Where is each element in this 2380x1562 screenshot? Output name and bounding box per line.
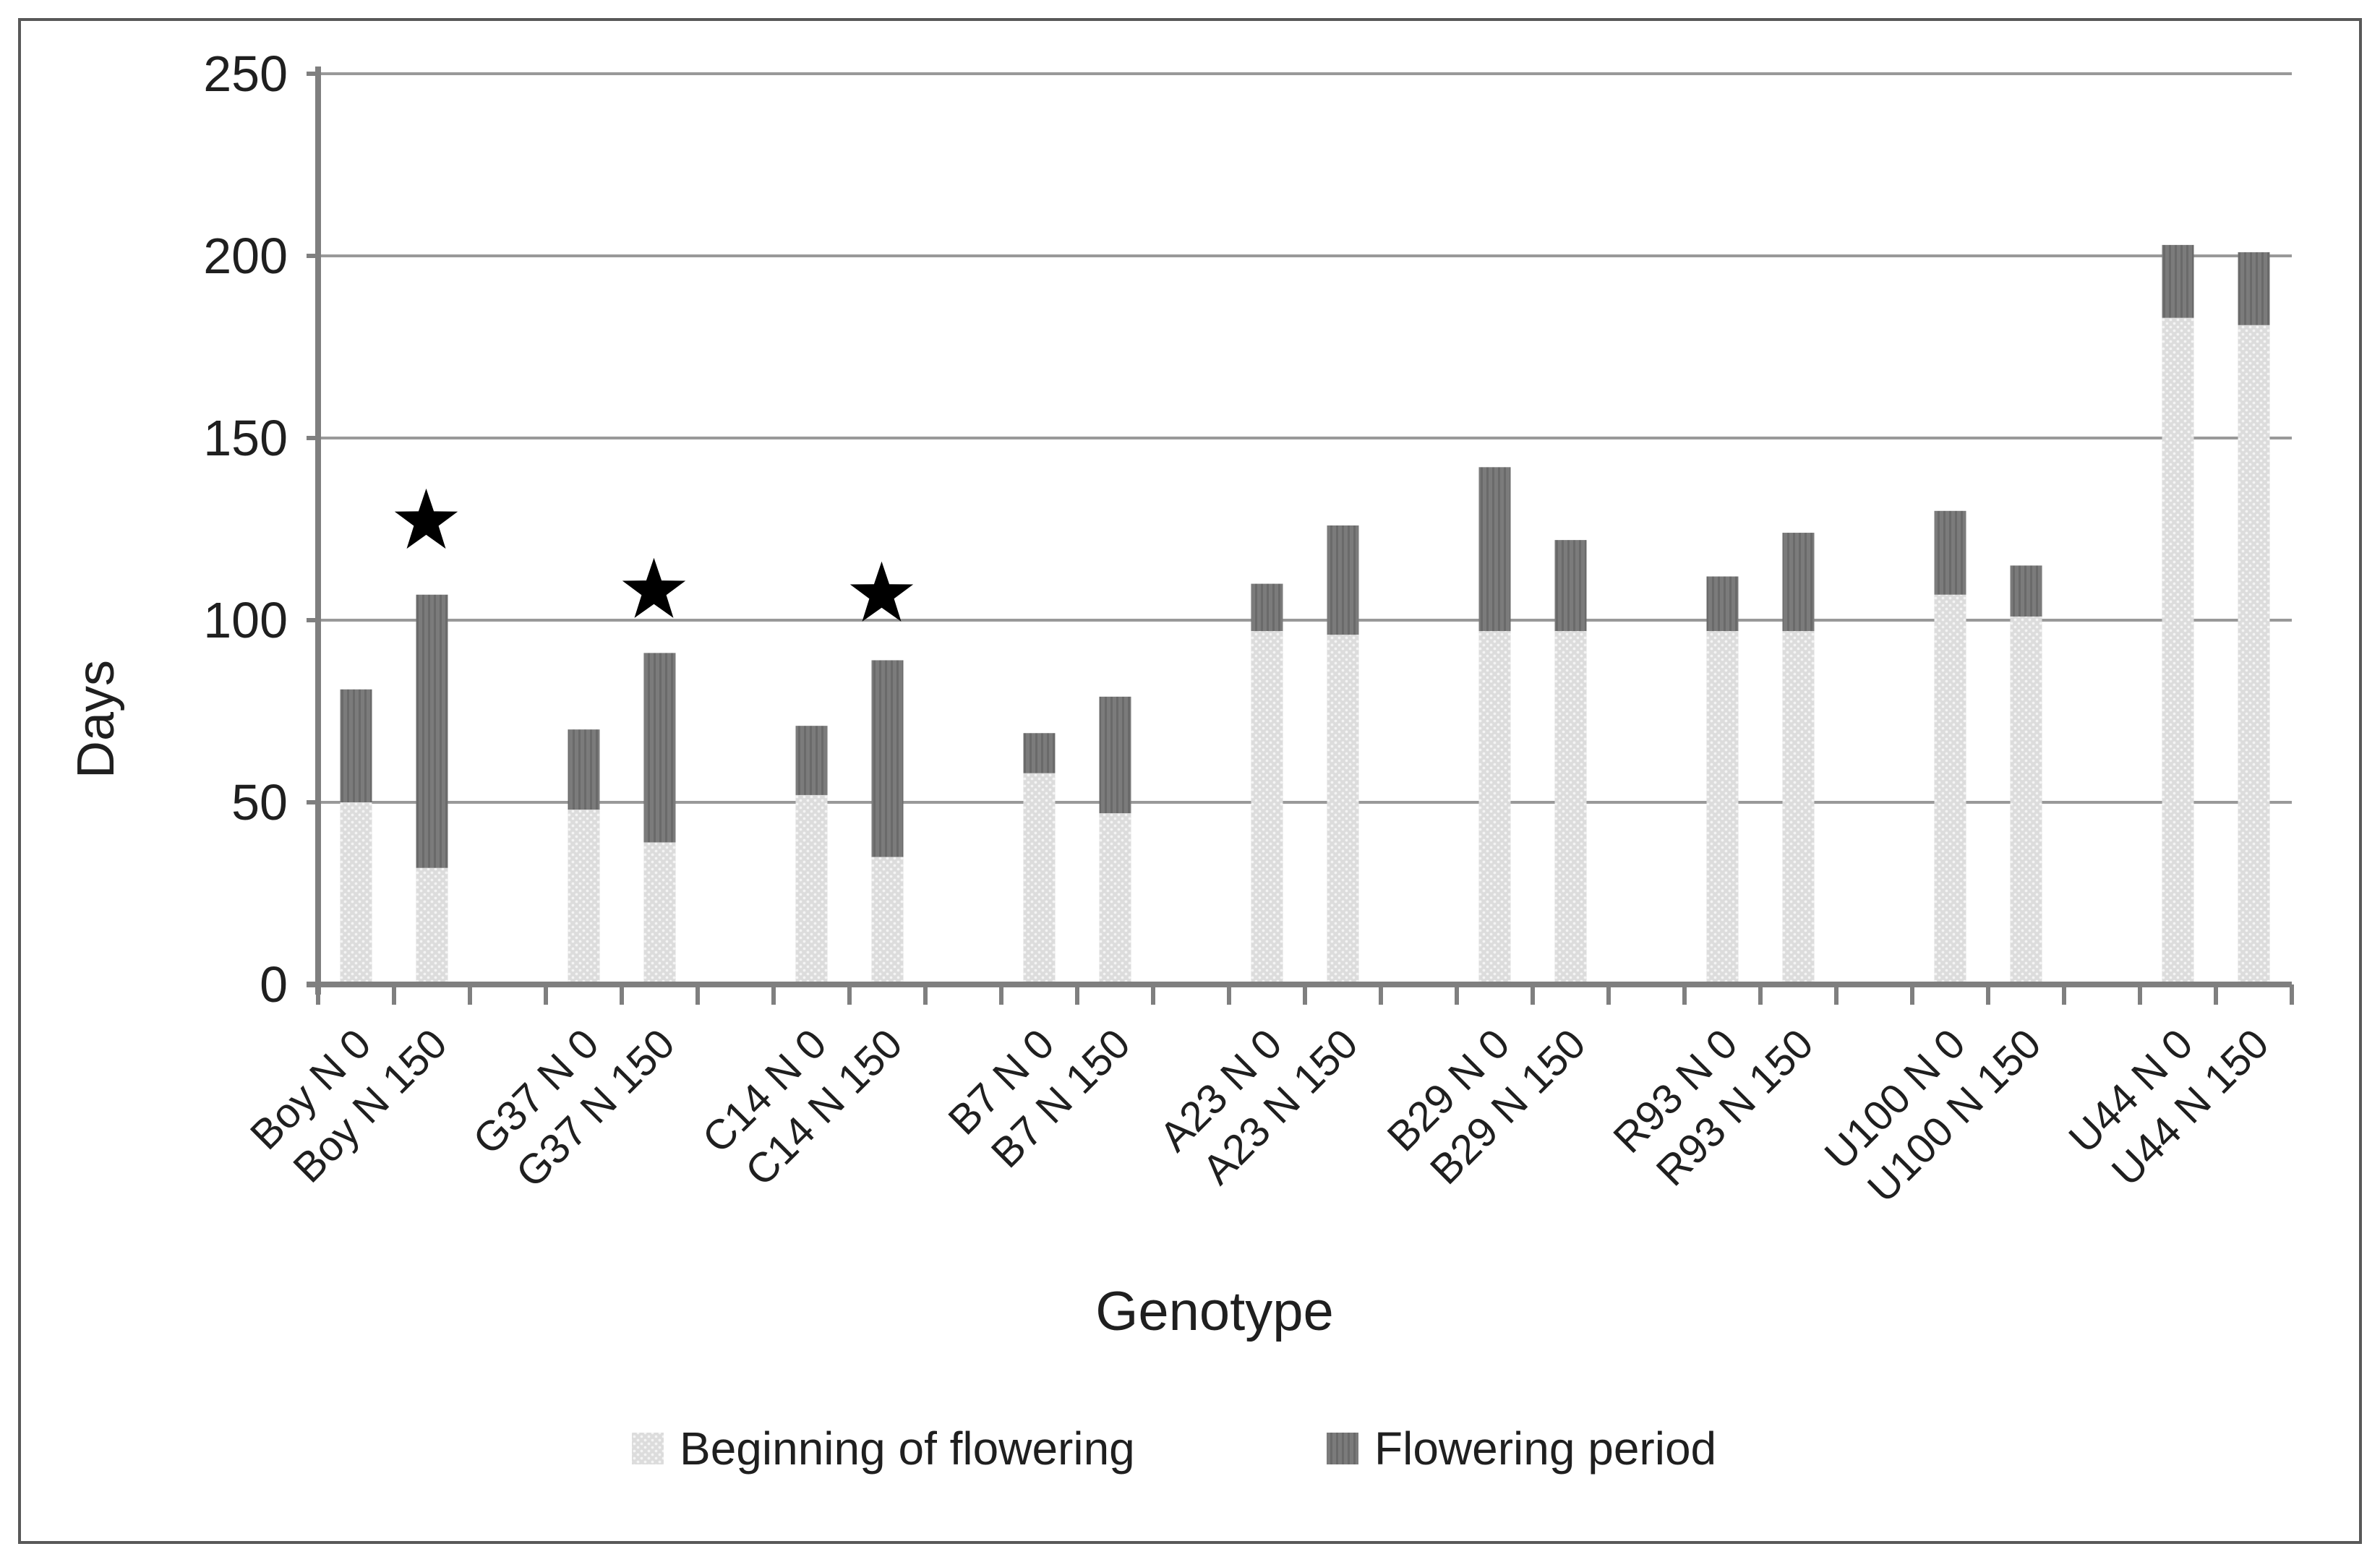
bar-segment-flowering-period	[871, 660, 904, 857]
bar-segment-beginning-of-flowering	[568, 810, 600, 984]
bar-R93-N-0	[1706, 576, 1739, 984]
bar-A23-N-150	[1327, 525, 1359, 984]
bar-Boy-N-150	[416, 594, 448, 984]
y-tick-label: 150	[203, 410, 288, 466]
star-annotations	[394, 488, 914, 622]
bar-segment-beginning-of-flowering	[2010, 616, 2042, 984]
bar-segment-flowering-period	[568, 729, 600, 810]
bar-segment-beginning-of-flowering	[1099, 813, 1131, 984]
bar-segment-beginning-of-flowering	[1934, 594, 1966, 984]
bar-segment-flowering-period	[1782, 533, 1815, 632]
bar-A23-N-0	[1251, 583, 1283, 984]
bar-segment-beginning-of-flowering	[2238, 325, 2270, 984]
y-tick-label: 100	[203, 592, 288, 648]
significance-star-icon	[394, 488, 458, 549]
y-tick-label: 200	[203, 228, 288, 284]
bar-segment-flowering-period	[643, 653, 676, 843]
bar-segment-beginning-of-flowering	[1782, 631, 1815, 984]
bar-segment-beginning-of-flowering	[1023, 773, 1056, 984]
bar-segment-flowering-period	[2162, 244, 2194, 318]
significance-star-icon	[849, 561, 914, 622]
bar-segment-beginning-of-flowering	[416, 867, 448, 984]
bar-B7-N-0	[1023, 733, 1056, 984]
bar-C14-N-0	[795, 726, 828, 984]
bar-G37-N-0	[568, 729, 600, 984]
bar-B29-N-150	[1554, 540, 1587, 984]
bar-U100-N-0	[1934, 510, 1966, 984]
bar-U44-N-0	[2162, 244, 2194, 984]
axes	[307, 66, 2294, 1005]
bar-B29-N-0	[1478, 467, 1511, 984]
bar-segment-flowering-period	[2238, 252, 2270, 325]
x-axis-title: Genotype	[1095, 1281, 1334, 1342]
bars	[340, 244, 2270, 984]
y-tick-labels: 0 50 100 150 200 250	[203, 46, 288, 1013]
y-tick-label: 250	[203, 46, 288, 102]
bar-C14-N-150	[871, 660, 904, 984]
bar-segment-flowering-period	[340, 689, 372, 802]
bar-segment-flowering-period	[1023, 733, 1056, 773]
y-tick-label: 0	[260, 956, 288, 1013]
bar-segment-beginning-of-flowering	[795, 794, 828, 984]
bar-B7-N-150	[1099, 696, 1131, 984]
legend-label-beginning-of-flowering: Beginning of flowering	[680, 1422, 1135, 1475]
bar-segment-beginning-of-flowering	[340, 802, 372, 984]
legend-label-flowering-period: Flowering period	[1374, 1422, 1716, 1475]
legend: Beginning of flowering Flowering period	[632, 1422, 1716, 1475]
bar-segment-flowering-period	[795, 726, 828, 795]
figure-border	[18, 18, 2362, 1544]
bar-segment-flowering-period	[1327, 525, 1359, 635]
y-axis-title: Days	[67, 660, 125, 778]
bar-segment-flowering-period	[2010, 565, 2042, 617]
bar-segment-beginning-of-flowering	[1478, 631, 1511, 984]
bar-segment-flowering-period	[1554, 540, 1587, 632]
y-tick-label: 50	[231, 774, 288, 831]
bar-R93-N-150	[1782, 533, 1815, 984]
bar-segment-beginning-of-flowering	[1706, 631, 1739, 984]
bar-segment-flowering-period	[1478, 467, 1511, 632]
bar-Boy-N-0	[340, 689, 372, 984]
legend-swatch-flowering-period	[1327, 1433, 1358, 1464]
bar-segment-flowering-period	[1934, 510, 1966, 595]
bar-U44-N-150	[2238, 252, 2270, 984]
bar-segment-beginning-of-flowering	[643, 842, 676, 984]
bar-segment-flowering-period	[1706, 576, 1739, 632]
bar-U100-N-150	[2010, 565, 2042, 984]
bar-G37-N-150	[643, 653, 676, 984]
bar-segment-flowering-period	[1099, 696, 1131, 814]
bar-segment-beginning-of-flowering	[871, 857, 904, 984]
bar-segment-flowering-period	[1251, 583, 1283, 632]
bar-segment-beginning-of-flowering	[2162, 317, 2194, 984]
bar-segment-beginning-of-flowering	[1554, 631, 1587, 984]
legend-swatch-beginning-of-flowering	[632, 1433, 664, 1464]
bar-segment-flowering-period	[416, 594, 448, 868]
bar-segment-beginning-of-flowering	[1251, 631, 1283, 984]
significance-star-icon	[622, 557, 686, 618]
bar-segment-beginning-of-flowering	[1327, 635, 1359, 984]
